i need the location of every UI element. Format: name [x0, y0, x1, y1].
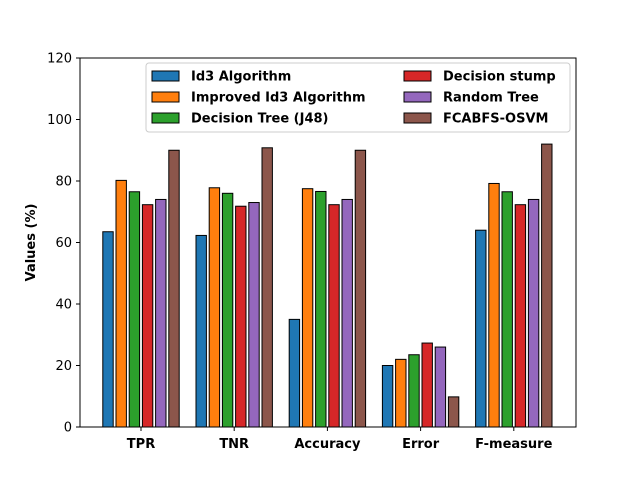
bar-3-f-measure — [501, 191, 513, 428]
bar-3-tnr — [221, 192, 234, 428]
legend-label: Decision Tree (J48) — [191, 112, 329, 127]
bar-6-error — [447, 396, 460, 428]
legend-box — [145, 62, 571, 133]
bar-1-accuracy — [288, 318, 301, 428]
legend-swatch — [403, 112, 432, 124]
bar-5-error — [434, 346, 447, 428]
y-tick-label: 120 — [47, 52, 72, 67]
x-tick-label: TPR — [127, 437, 155, 452]
legend-label: Random Tree — [443, 91, 539, 106]
x-axis: TPR TNR Accuracy Error F-measure — [127, 427, 553, 452]
bar-1-f-measure — [475, 229, 487, 428]
bar-1-tnr — [195, 234, 207, 428]
bar-1-error — [381, 365, 394, 428]
bar-6-tnr — [261, 147, 273, 428]
legend: Id3 Algorithm Improved Id3 Algorithm Decis… — [145, 62, 571, 133]
legend-swatch — [151, 91, 180, 103]
bar-2-f-measure — [488, 182, 500, 428]
legend-label: Decision stump — [443, 70, 556, 85]
legend-swatch — [403, 70, 432, 82]
bars-group — [102, 143, 553, 428]
legend-swatch — [151, 70, 180, 82]
bar-6-accuracy — [354, 149, 367, 428]
bar-4-error — [421, 342, 433, 428]
bar-5-f-measure — [527, 198, 540, 428]
bar-4-tnr — [235, 205, 247, 428]
bar-6-tpr — [168, 149, 180, 428]
x-tick-label: Error — [402, 437, 440, 452]
bar-3-tpr — [128, 191, 141, 428]
y-tick-label: 40 — [55, 298, 72, 313]
bar-2-error — [395, 358, 407, 428]
y-axis: 0 20 40 60 80 100 120 — [47, 52, 80, 436]
bar-2-tpr — [115, 179, 127, 428]
bar-5-accuracy — [341, 198, 353, 428]
bar-4-tpr — [141, 204, 154, 428]
y-axis-title: Values (%) — [24, 204, 39, 282]
legend-swatch — [403, 91, 432, 103]
bar-5-tpr — [155, 198, 167, 428]
bar-2-tnr — [208, 187, 221, 428]
bar-3-accuracy — [315, 190, 327, 428]
legend-swatch — [151, 112, 180, 124]
y-tick-label: 0 — [64, 421, 72, 436]
legend-label: Improved Id3 Algorithm — [191, 91, 366, 106]
bar-2-accuracy — [301, 188, 314, 428]
bar-3-error — [408, 354, 420, 428]
y-tick-label: 20 — [55, 359, 72, 374]
legend-label: Id3 Algorithm — [191, 70, 291, 85]
x-tick-label: Accuracy — [294, 437, 361, 452]
y-tick-label: 80 — [55, 175, 72, 190]
x-tick-label: TNR — [219, 437, 249, 452]
x-tick-label: F-measure — [475, 437, 552, 452]
bar-1-tpr — [102, 231, 114, 428]
legend-label: FCABFS-OSVM — [443, 112, 548, 127]
bar-4-accuracy — [328, 204, 340, 428]
bar-5-tnr — [248, 202, 260, 428]
bar-4-f-measure — [514, 204, 527, 428]
y-tick-label: 100 — [47, 113, 72, 128]
y-tick-label: 60 — [55, 236, 72, 251]
bar-6-f-measure — [541, 143, 553, 428]
